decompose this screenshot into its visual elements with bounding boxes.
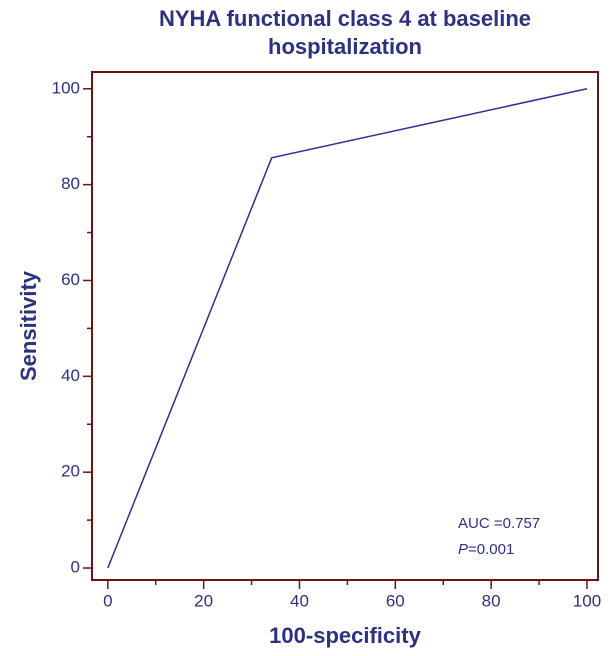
x-tick-label: 100: [573, 591, 601, 610]
plot-frame: [91, 71, 599, 581]
y-tick-label: 20: [61, 462, 80, 481]
x-axis-label: 100-specificity: [269, 623, 421, 648]
chart-title: NYHA functional class 4 at baseline: [159, 6, 531, 31]
y-tick-label: 0: [71, 558, 80, 577]
annotation: AUC =0.757: [458, 515, 540, 532]
y-axis-label: Sensitivity: [16, 270, 41, 381]
x-tick-label: 40: [290, 591, 309, 610]
y-tick-label: 60: [61, 270, 80, 289]
x-tick-label: 20: [194, 591, 213, 610]
y-tick-label: 100: [52, 78, 80, 97]
y-tick-label: 80: [61, 174, 80, 193]
x-tick-label: 80: [482, 591, 501, 610]
annotation: P=0.001: [458, 541, 514, 558]
x-tick-label: 60: [386, 591, 405, 610]
annotation-symbol: P: [458, 541, 468, 558]
annotation-text: =0.001: [468, 541, 514, 558]
chart-title: hospitalization: [268, 34, 422, 59]
y-tick-label: 40: [61, 366, 80, 385]
x-tick-label: 0: [103, 591, 112, 610]
roc-line: [107, 88, 588, 569]
